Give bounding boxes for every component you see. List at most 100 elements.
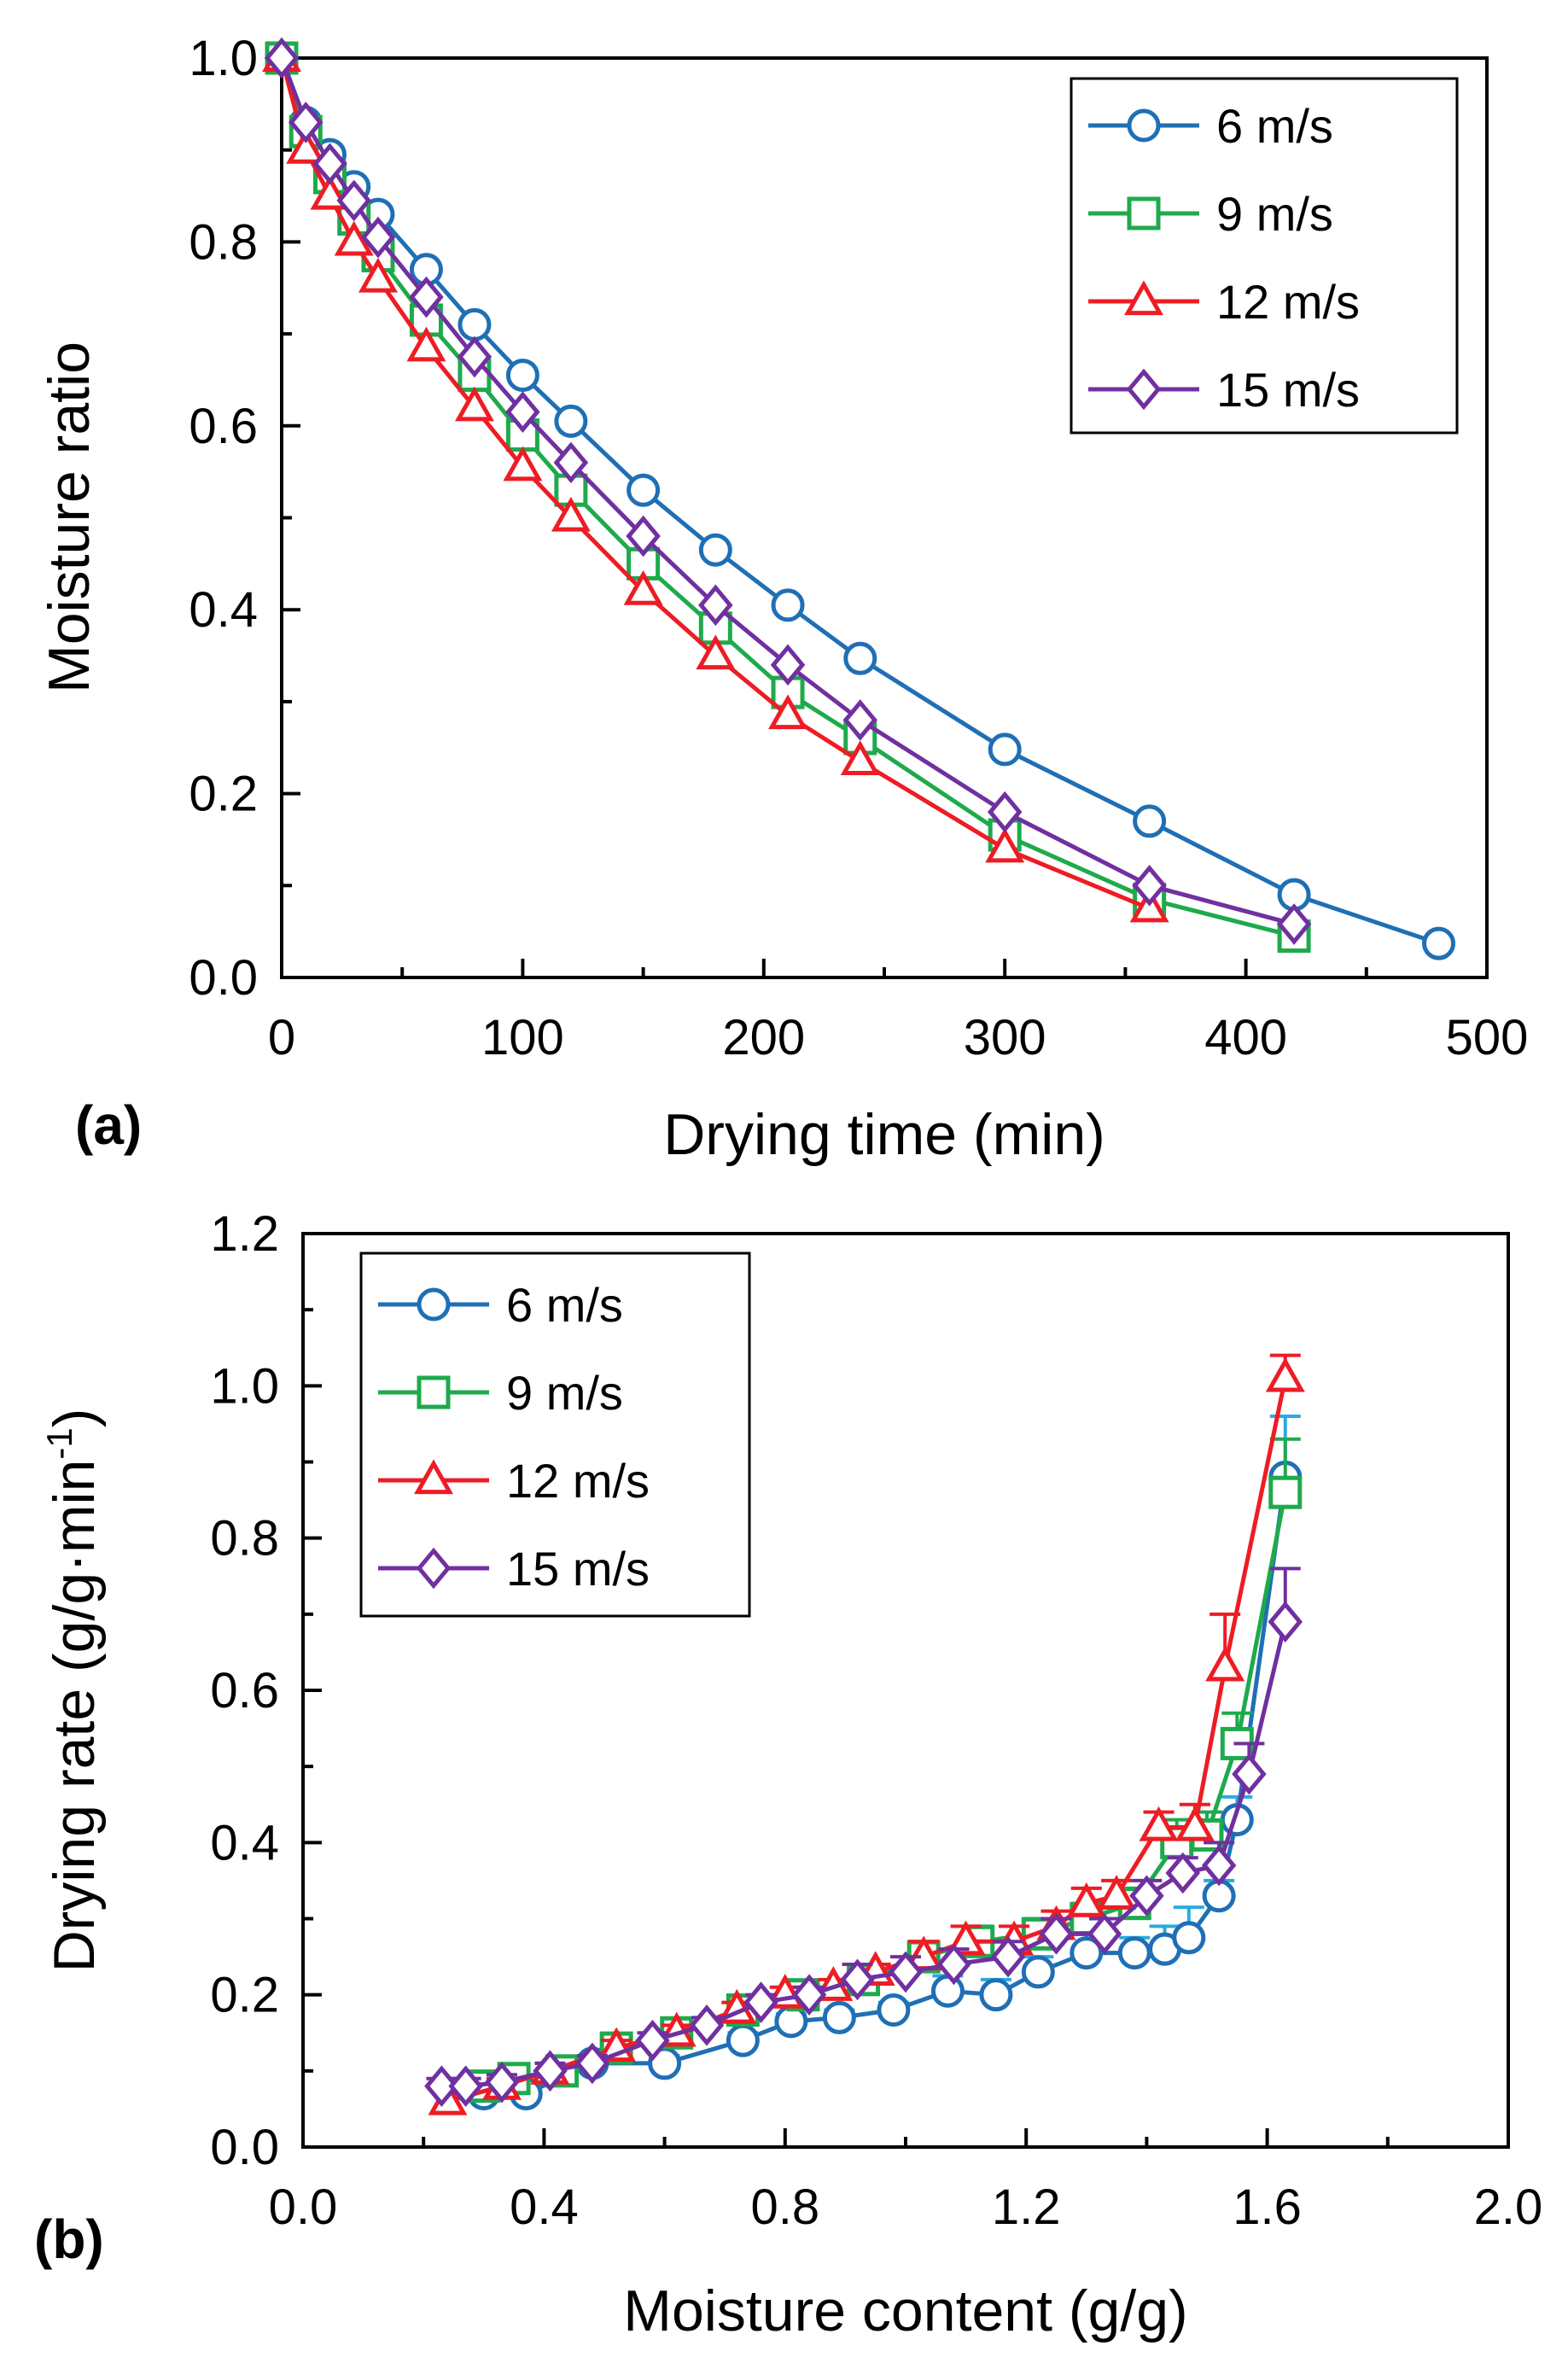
panel-a-legend: 6 m/s 9 m/s 12 m/s 15 m/s [1070, 77, 1459, 435]
panel-b-y-axis-title-superscript: -1 [39, 1427, 79, 1459]
data-point [457, 336, 493, 378]
data-point [454, 386, 494, 422]
data-point [979, 1978, 1013, 2012]
data-point [791, 1974, 827, 2016]
panel-a-y-axis-title: Moisture ratio [37, 341, 102, 693]
y-tick-label: 0.0 [189, 950, 258, 1006]
data-point [626, 515, 661, 557]
data-point [286, 129, 326, 164]
legend-label: 12 m/s [1216, 275, 1360, 329]
data-point [264, 37, 300, 79]
x-tick-label: 2.0 [1474, 2179, 1543, 2235]
y-tick-label: 0.8 [210, 1511, 279, 1567]
data-point [698, 533, 732, 567]
data-point [1117, 1936, 1151, 1970]
data-point [1172, 1921, 1206, 1955]
x-tick-label: 400 [1204, 1010, 1287, 1065]
data-point [1132, 864, 1167, 907]
panel-a-ticks [280, 56, 1489, 979]
data-point [505, 391, 540, 433]
data-point [988, 732, 1022, 767]
data-point [771, 588, 805, 622]
panel-a-x-tick-labels: 0 100 200 300 400 500 [268, 1010, 1529, 1065]
panel-b: 0.0 0.4 0.8 1.2 1.6 2.0 0.0 0.2 0.4 0.6 0.8 1.0 1.2… [34, 1206, 1542, 2343]
legend-marker [1126, 368, 1162, 411]
series-6-m-s [467, 1415, 1303, 2111]
legend-label: 9 m/s [1216, 187, 1333, 241]
data-point [1129, 1875, 1164, 1917]
data-point [1232, 1753, 1267, 1795]
legend-label: 12 m/s [506, 1454, 650, 1508]
data-point [312, 143, 347, 185]
legend-marker [416, 1547, 452, 1590]
panel-b-y-axis-title: Drying rate (g/g·min-1) [39, 1409, 107, 1973]
data-point [1039, 1913, 1074, 1955]
legend-label: 15 m/s [506, 1542, 650, 1596]
data-point [888, 1951, 924, 1993]
series-line [279, 57, 1151, 911]
data-point [987, 791, 1023, 833]
legend-marker [417, 1375, 451, 1409]
legend-label: 15 m/s [1216, 363, 1360, 417]
data-point [551, 496, 591, 532]
panel-a-y-tick-labels: 0.0 0.2 0.4 0.6 0.8 1.0 [189, 31, 258, 1006]
data-point [458, 307, 492, 341]
data-point [406, 326, 446, 362]
data-point [689, 2004, 725, 2046]
data-point [1201, 1844, 1237, 1887]
data-point [1139, 1806, 1179, 1841]
y-tick-label: 0.6 [189, 399, 258, 454]
x-tick-label: 100 [481, 1010, 564, 1065]
data-point [1268, 1601, 1303, 1643]
panel-b-y-axis-title-main: Drying rate (g/g·min [42, 1460, 107, 1973]
series-line [279, 57, 1295, 926]
data-point [985, 827, 1025, 863]
legend-marker [417, 1287, 451, 1322]
legend-label: 6 m/s [1216, 99, 1333, 153]
data-point [424, 2065, 459, 2107]
data-point [822, 2000, 856, 2034]
x-tick-label: 500 [1446, 1010, 1529, 1065]
x-tick-label: 0 [268, 1010, 295, 1065]
data-point [1175, 1806, 1215, 1841]
legend-label: 6 m/s [506, 1278, 623, 1332]
data-point [1070, 1936, 1104, 1970]
data-point [840, 740, 880, 776]
x-tick-label: 200 [722, 1010, 805, 1065]
data-point [842, 699, 878, 741]
data-point [623, 570, 663, 605]
data-point [930, 1974, 965, 2008]
panel-b-ticks [301, 1232, 1510, 2149]
data-point [553, 441, 589, 484]
y-tick-label: 0.2 [210, 1968, 279, 2023]
data-point [743, 1981, 778, 2023]
data-point [1165, 1852, 1201, 1894]
panel-b-legend: 6 m/s 9 m/s 12 m/s 15 m/s [359, 1252, 751, 1618]
y-tick-label: 0.6 [210, 1663, 279, 1718]
data-point [1097, 1875, 1137, 1910]
x-tick-label: 300 [964, 1010, 1046, 1065]
y-tick-label: 0.8 [189, 214, 258, 270]
data-point [1087, 1913, 1122, 1955]
panel-a-x-axis-title: Drying time (min) [663, 1102, 1105, 1167]
data-point [448, 2065, 483, 2107]
panel-a-series [262, 37, 1456, 960]
x-tick-label: 0.8 [750, 2179, 819, 2235]
data-point [1021, 1955, 1055, 1989]
data-point [503, 446, 543, 481]
x-tick-label: 0.0 [269, 2179, 338, 2235]
data-point [533, 2050, 568, 2092]
data-point [696, 634, 736, 670]
data-point [409, 276, 444, 318]
data-point [946, 1920, 986, 1956]
data-point [877, 1993, 911, 2027]
data-point [1422, 926, 1456, 960]
y-tick-label: 1.0 [189, 31, 258, 86]
data-point [770, 644, 806, 686]
panel-b-label: (b) [34, 2209, 104, 2270]
y-tick-label: 0.2 [189, 767, 258, 822]
data-point [1133, 804, 1167, 838]
data-point [1066, 1882, 1106, 1917]
data-point [635, 2019, 670, 2062]
